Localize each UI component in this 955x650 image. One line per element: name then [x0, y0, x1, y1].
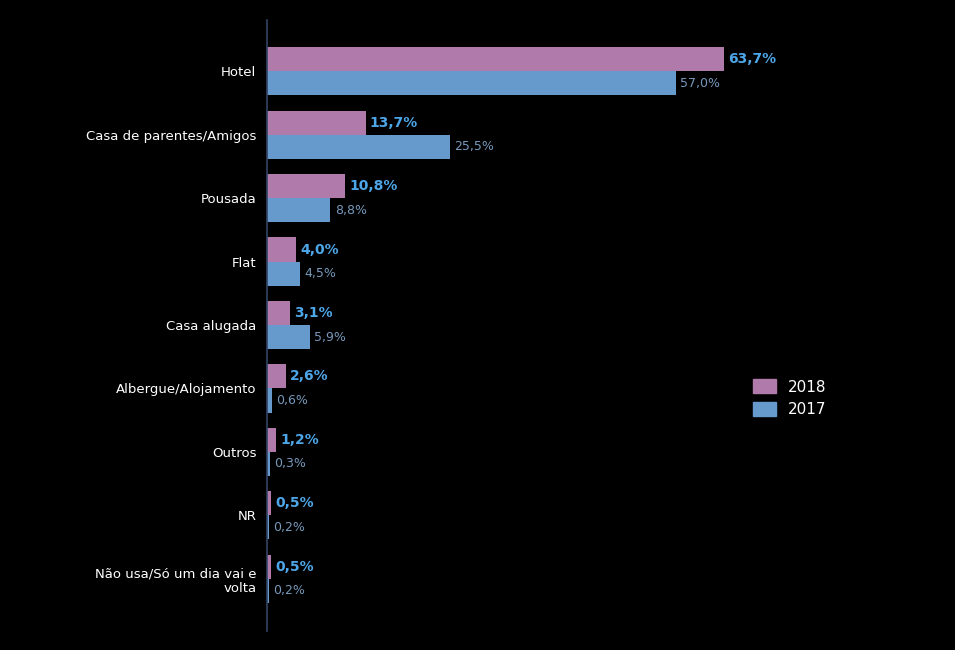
Bar	[267, 364, 286, 389]
Bar	[267, 578, 269, 603]
Text: 3,1%: 3,1%	[294, 306, 332, 320]
Text: 0,2%: 0,2%	[273, 584, 305, 597]
Bar	[267, 325, 309, 349]
Bar	[267, 47, 724, 72]
Bar	[267, 237, 296, 261]
Bar	[267, 111, 366, 135]
Text: 4,0%: 4,0%	[300, 242, 339, 257]
Text: 63,7%: 63,7%	[728, 52, 776, 66]
Bar	[267, 301, 289, 325]
Text: 0,5%: 0,5%	[275, 560, 314, 573]
Text: 0,2%: 0,2%	[273, 521, 305, 534]
Text: 10,8%: 10,8%	[350, 179, 397, 193]
Bar	[267, 389, 272, 413]
Text: 1,2%: 1,2%	[281, 433, 319, 447]
Text: 13,7%: 13,7%	[370, 116, 418, 130]
Bar	[267, 515, 269, 540]
Text: 2,6%: 2,6%	[290, 369, 329, 384]
Text: 5,9%: 5,9%	[314, 331, 346, 344]
Bar	[267, 554, 271, 578]
Legend: 2018, 2017: 2018, 2017	[747, 373, 833, 423]
Bar	[267, 198, 330, 222]
Text: 57,0%: 57,0%	[680, 77, 720, 90]
Bar	[267, 491, 271, 515]
Text: 0,6%: 0,6%	[276, 394, 308, 407]
Bar	[267, 261, 300, 286]
Bar	[267, 452, 269, 476]
Bar	[267, 72, 676, 96]
Text: 4,5%: 4,5%	[304, 267, 336, 280]
Text: 0,3%: 0,3%	[274, 458, 306, 471]
Bar	[267, 428, 276, 452]
Text: 25,5%: 25,5%	[455, 140, 495, 153]
Text: 0,5%: 0,5%	[275, 496, 314, 510]
Bar	[267, 174, 345, 198]
Bar	[267, 135, 450, 159]
Text: 8,8%: 8,8%	[334, 203, 367, 216]
